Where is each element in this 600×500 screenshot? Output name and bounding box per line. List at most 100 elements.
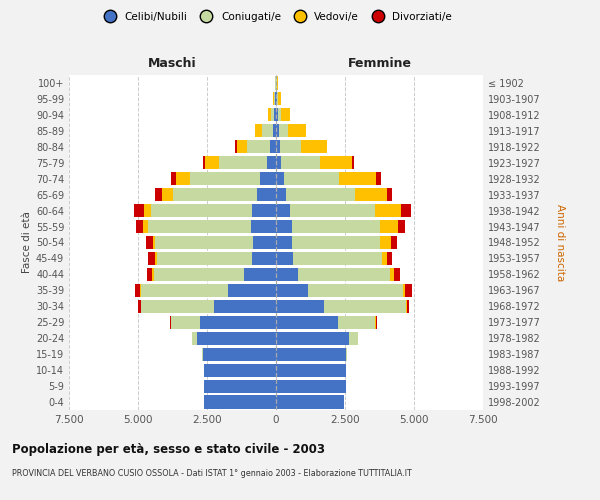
Bar: [405, 284, 412, 297]
Bar: [278, 108, 281, 122]
Bar: [176, 172, 190, 185]
Bar: [286, 188, 355, 201]
Bar: [193, 332, 197, 345]
Bar: [138, 300, 140, 313]
Bar: [257, 188, 276, 201]
Text: PROVINCIA DEL VERBANO CUSIO OSSOLA - Dati ISTAT 1° gennaio 2003 - Elaborazione T: PROVINCIA DEL VERBANO CUSIO OSSOLA - Dat…: [12, 468, 412, 477]
Bar: [406, 300, 407, 313]
Bar: [390, 268, 394, 281]
Bar: [267, 156, 276, 170]
Legend: Celibi/Nubili, Coniugati/e, Vedovi/e, Divorziati/e: Celibi/Nubili, Coniugati/e, Vedovi/e, Di…: [95, 8, 457, 26]
Bar: [349, 332, 358, 345]
Bar: [141, 284, 228, 297]
Bar: [298, 268, 390, 281]
Bar: [290, 204, 375, 217]
Bar: [276, 140, 280, 153]
Bar: [276, 268, 298, 281]
Bar: [140, 284, 141, 297]
Bar: [325, 300, 406, 313]
Bar: [338, 316, 376, 329]
Bar: [398, 220, 405, 233]
Bar: [204, 396, 276, 408]
Bar: [376, 316, 377, 329]
Bar: [276, 284, 308, 297]
Bar: [273, 92, 274, 106]
Bar: [380, 236, 391, 249]
Bar: [162, 188, 173, 201]
Bar: [387, 252, 392, 265]
Bar: [279, 124, 288, 138]
Bar: [276, 156, 281, 170]
Bar: [403, 284, 405, 297]
Bar: [346, 348, 347, 360]
Bar: [153, 236, 155, 249]
Bar: [268, 108, 271, 122]
Bar: [277, 92, 278, 106]
Bar: [228, 284, 276, 297]
Bar: [274, 108, 276, 122]
Bar: [277, 76, 278, 90]
Bar: [276, 364, 346, 376]
Bar: [252, 204, 276, 217]
Bar: [143, 204, 151, 217]
Text: Maschi: Maschi: [148, 57, 197, 70]
Text: Popolazione per età, sesso e stato civile - 2003: Popolazione per età, sesso e stato civil…: [12, 442, 325, 456]
Bar: [284, 172, 339, 185]
Bar: [293, 252, 382, 265]
Bar: [214, 300, 276, 313]
Bar: [203, 348, 276, 360]
Bar: [197, 332, 276, 345]
Bar: [247, 140, 271, 153]
Bar: [320, 156, 352, 170]
Bar: [280, 140, 301, 153]
Bar: [288, 124, 306, 138]
Bar: [141, 300, 214, 313]
Bar: [205, 156, 218, 170]
Bar: [148, 252, 155, 265]
Bar: [262, 124, 273, 138]
Bar: [154, 268, 244, 281]
Bar: [255, 124, 262, 138]
Bar: [276, 300, 325, 313]
Bar: [134, 204, 143, 217]
Y-axis label: Anni di nascita: Anni di nascita: [554, 204, 565, 281]
Bar: [276, 124, 279, 138]
Bar: [276, 92, 277, 106]
Bar: [200, 316, 276, 329]
Bar: [407, 300, 409, 313]
Bar: [235, 140, 236, 153]
Bar: [292, 236, 380, 249]
Bar: [171, 172, 176, 185]
Bar: [190, 172, 260, 185]
Bar: [143, 220, 148, 233]
Bar: [276, 348, 346, 360]
Bar: [152, 268, 154, 281]
Bar: [273, 124, 276, 138]
Bar: [387, 188, 392, 201]
Bar: [339, 172, 376, 185]
Bar: [146, 236, 153, 249]
Bar: [136, 220, 143, 233]
Bar: [278, 92, 281, 106]
Bar: [155, 236, 253, 249]
Bar: [203, 380, 276, 392]
Bar: [276, 252, 293, 265]
Bar: [382, 252, 387, 265]
Bar: [276, 108, 278, 122]
Bar: [276, 172, 284, 185]
Bar: [276, 316, 338, 329]
Bar: [276, 236, 292, 249]
Bar: [170, 316, 171, 329]
Bar: [355, 188, 387, 201]
Bar: [376, 172, 381, 185]
Bar: [155, 252, 157, 265]
Bar: [244, 268, 276, 281]
Bar: [147, 268, 152, 281]
Bar: [275, 76, 276, 90]
Text: Femmine: Femmine: [347, 57, 412, 70]
Bar: [252, 252, 276, 265]
Y-axis label: Fasce di età: Fasce di età: [22, 212, 32, 274]
Bar: [218, 156, 267, 170]
Bar: [271, 140, 276, 153]
Bar: [260, 172, 276, 185]
